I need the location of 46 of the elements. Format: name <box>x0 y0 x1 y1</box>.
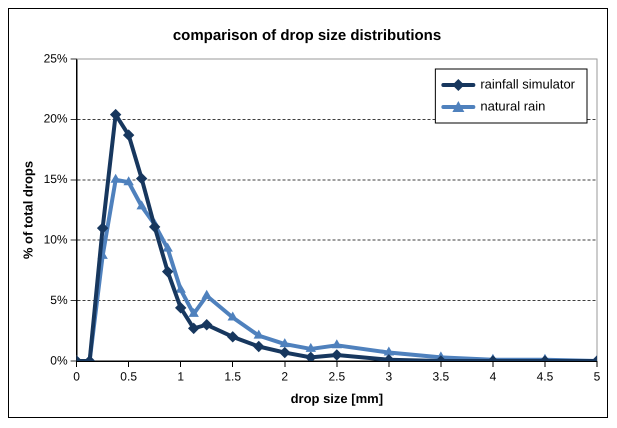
point <box>188 308 199 317</box>
chart-title: comparison of drop size distributions <box>172 27 442 44</box>
point <box>201 319 212 330</box>
y-axis-title: % of total drops <box>20 160 36 260</box>
point <box>110 174 120 183</box>
y-tick-label: 25% <box>44 51 68 66</box>
point <box>123 130 134 141</box>
point <box>136 173 148 184</box>
point <box>162 243 173 252</box>
point <box>188 322 200 334</box>
legend-label: natural rain <box>480 98 546 114</box>
x-axis-title: drop size [mm] <box>290 390 384 406</box>
x-tick-label: 0 <box>73 370 80 384</box>
x-tick-label: 0.5 <box>120 370 138 384</box>
x-tick-label: 5 <box>594 370 601 384</box>
point <box>305 352 316 361</box>
point <box>136 200 146 210</box>
point <box>202 290 212 299</box>
x-tick-label: 4 <box>490 370 497 384</box>
x-tick-label: 1.5 <box>224 370 242 384</box>
point <box>332 340 342 348</box>
x-tick-label: 3.5 <box>432 370 450 384</box>
x-tick-label: 2 <box>281 370 288 384</box>
point <box>227 331 238 342</box>
x-tick-label: 3 <box>386 370 393 384</box>
legend-label: rainfall simulator <box>480 76 576 92</box>
point <box>280 338 290 348</box>
x-tick-label: 1 <box>177 370 184 384</box>
point <box>306 343 316 352</box>
point <box>149 221 160 232</box>
x-tick-label: 2.5 <box>328 370 346 384</box>
point <box>384 347 394 356</box>
point <box>124 176 134 186</box>
y-tick-label: 20% <box>44 112 68 126</box>
point <box>228 312 238 321</box>
point <box>175 302 186 314</box>
point <box>254 330 264 339</box>
point <box>162 266 174 278</box>
point <box>97 222 108 234</box>
y-tick-label: 5% <box>50 292 68 307</box>
x-tick-label: 4.5 <box>536 370 554 384</box>
point <box>331 349 342 360</box>
y-tick-label: 0% <box>50 353 68 368</box>
y-tick-label: 15% <box>44 172 68 186</box>
y-tick-label: 10% <box>44 232 68 247</box>
point <box>176 284 186 293</box>
